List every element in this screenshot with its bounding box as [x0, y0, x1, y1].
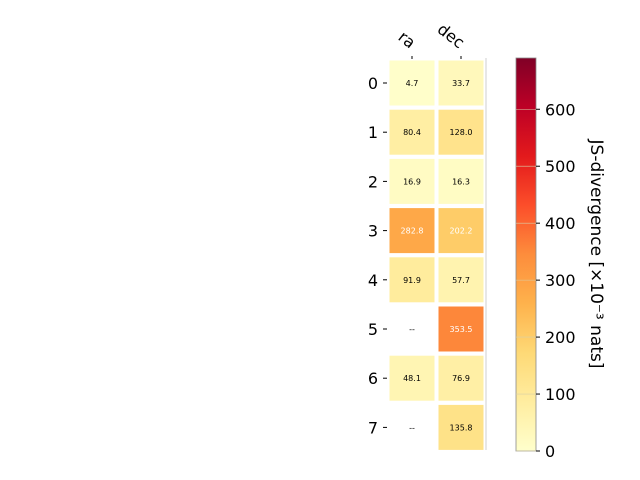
- heatmap-cell: [438, 355, 484, 401]
- colorbar-gradient: [515, 57, 537, 452]
- heatmap-cell: [389, 257, 435, 303]
- cell-value-label: 128.0: [450, 128, 473, 137]
- cell-value-label: 135.8: [450, 423, 473, 432]
- colorbar-tick-label: 100: [545, 385, 576, 404]
- cell-value-label: 57.7: [452, 276, 470, 285]
- heatmap-cells: 4.7 33.7 80.4 128.0 16.9 16.3 282.8 202.2 91.9 57…: [389, 58, 487, 450]
- row-label-2: 2: [368, 172, 378, 191]
- row-label-3: 3: [368, 222, 378, 241]
- cell-value-label: 4.7: [406, 79, 419, 88]
- colorbar: 0 100 200 300 400 500 600: [515, 57, 576, 461]
- colorbar-label: JS-divergence [×10⁻³ nats]: [586, 139, 606, 369]
- colorbar-tick-label: 200: [545, 328, 576, 347]
- cell-value-label: 282.8: [401, 227, 424, 236]
- col-label-dec: dec: [434, 19, 468, 52]
- colorbar-tick-label: 500: [545, 157, 576, 176]
- cell-value-label: 16.3: [452, 177, 470, 186]
- cell-value-label: 16.9: [403, 177, 421, 186]
- heatmap-cell: [389, 208, 435, 254]
- heatmap-cell: [389, 158, 435, 204]
- colorbar-tick-label: 300: [545, 271, 576, 290]
- cell-value-label: 48.1: [403, 374, 421, 383]
- col-label-ra: ra: [395, 27, 420, 52]
- colorbar-tick-label: 400: [545, 214, 576, 233]
- cell-value-label: 91.9: [403, 276, 421, 285]
- colorbar-tick-label: 0: [545, 442, 555, 461]
- heatmap-cell: [438, 306, 484, 352]
- row-labels: 0 1 2 3 4 5 6 7: [368, 74, 387, 437]
- cell-value-label: 80.4: [403, 128, 421, 137]
- heatmap-cell: [438, 208, 484, 254]
- colorbar-tick-label: 600: [545, 100, 576, 119]
- heatmap-cell: [438, 109, 484, 155]
- cell-value-label: 33.7: [452, 79, 470, 88]
- cell-value-label: 202.2: [450, 227, 473, 236]
- row-label-4: 4: [368, 271, 378, 290]
- row-label-7: 7: [368, 418, 378, 437]
- row-label-6: 6: [368, 369, 378, 388]
- heatmap-cell: [438, 158, 484, 204]
- heatmap-cell: [389, 109, 435, 155]
- cell-value-label: --: [409, 423, 415, 432]
- heatmap-cell: [438, 60, 484, 106]
- heatmap-cell: [438, 257, 484, 303]
- heatmap-cell: [389, 355, 435, 401]
- row-label-1: 1: [368, 123, 378, 142]
- column-labels: ra dec: [395, 19, 468, 59]
- cell-value-label: 353.5: [450, 325, 473, 334]
- row-label-0: 0: [368, 74, 378, 93]
- row-label-5: 5: [368, 320, 378, 339]
- cell-value-label: 76.9: [452, 374, 470, 383]
- heatmap-cell: [438, 404, 484, 450]
- heatmap-cell: [389, 60, 435, 106]
- cell-value-label: --: [409, 325, 415, 334]
